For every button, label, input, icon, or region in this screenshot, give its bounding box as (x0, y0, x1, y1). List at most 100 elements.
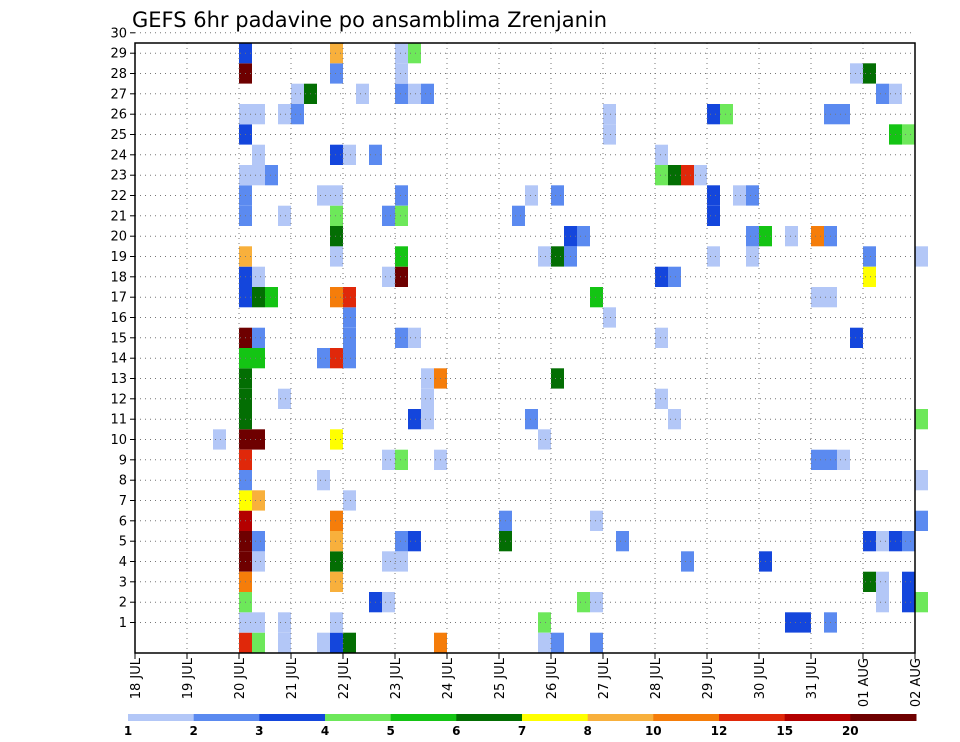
precip-cell (915, 592, 928, 613)
colorbar-label: 12 (711, 724, 728, 738)
precip-cell (538, 632, 551, 653)
precip-cell (330, 571, 343, 592)
y-tick-label: 4 (119, 555, 127, 570)
precip-cell (668, 409, 681, 430)
precip-cell (590, 592, 603, 613)
precip-cell (655, 266, 668, 287)
y-tick-label: 3 (119, 575, 127, 590)
precip-cell (525, 185, 538, 206)
precip-cell (538, 246, 551, 267)
precip-cell (291, 104, 304, 125)
precip-cell (811, 226, 824, 247)
precip-cell (551, 368, 564, 389)
y-tick-label: 28 (110, 67, 127, 82)
precip-cell (395, 266, 408, 287)
precip-cell (330, 632, 343, 653)
colorbar-label: 5 (387, 724, 395, 738)
precip-cell (252, 327, 265, 348)
precip-cell (850, 327, 863, 348)
precip-cell (421, 368, 434, 389)
x-tick-label: 20 JUL (233, 657, 248, 699)
precip-cell (252, 531, 265, 552)
precip-cell (538, 612, 551, 633)
colorbar-swatch (850, 714, 917, 721)
precip-cell (876, 571, 889, 592)
precip-cell (213, 429, 226, 450)
y-tick-label: 12 (110, 392, 127, 407)
precip-cell (798, 612, 811, 633)
x-tick-label: 30 JUL (753, 657, 768, 699)
precip-cell (343, 287, 356, 308)
x-tick-label: 22 JUL (337, 657, 352, 699)
precip-cell (421, 83, 434, 104)
precip-cell (746, 226, 759, 247)
y-tick-label: 27 (110, 87, 127, 102)
precip-cell (590, 632, 603, 653)
precip-cell (876, 83, 889, 104)
precip-cell (252, 165, 265, 186)
precip-cell (278, 632, 291, 653)
precip-cell (408, 43, 421, 64)
precip-cell (707, 185, 720, 206)
precip-cell (603, 124, 616, 145)
precip-cell (317, 470, 330, 491)
precip-cell (655, 165, 668, 186)
precip-cell (577, 592, 590, 613)
precip-cell (811, 287, 824, 308)
precip-cell (395, 43, 408, 64)
precip-cell (525, 409, 538, 430)
precip-cell (915, 470, 928, 491)
precip-cell (512, 205, 525, 226)
colorbar-label: 6 (452, 724, 460, 738)
precip-cell (863, 571, 876, 592)
y-tick-label: 11 (110, 413, 127, 428)
precip-cell (382, 266, 395, 287)
x-tick-label: 25 JUL (493, 657, 508, 699)
colorbar-swatch (587, 714, 654, 721)
precip-cell (330, 246, 343, 267)
x-tick-label: 23 JUL (389, 657, 404, 699)
y-tick-label: 26 (110, 108, 127, 123)
colorbar-label: 8 (584, 724, 592, 738)
colorbar-swatch (456, 714, 523, 721)
precip-cell (278, 388, 291, 409)
x-tick-label: 21 JUL (285, 657, 300, 699)
precip-cell (265, 165, 278, 186)
precip-cell (395, 185, 408, 206)
precip-cell (330, 144, 343, 165)
precip-cell (681, 165, 694, 186)
y-tick-label: 7 (119, 494, 127, 509)
precip-cell (902, 571, 915, 592)
precip-cell (837, 104, 850, 125)
colorbar-label: 20 (842, 724, 859, 738)
precip-cell (421, 388, 434, 409)
precip-cell (278, 205, 291, 226)
precip-cell (343, 327, 356, 348)
precip-cell (330, 226, 343, 247)
precip-cell (746, 246, 759, 267)
precip-cell (291, 83, 304, 104)
precip-cell (551, 632, 564, 653)
x-tick-label: 27 JUL (597, 657, 612, 699)
precip-cell (395, 531, 408, 552)
precip-cell (265, 287, 278, 308)
precip-cell (330, 510, 343, 531)
y-tick-label: 14 (110, 352, 127, 367)
colorbar-label: 1 (124, 724, 132, 738)
precip-cell (252, 551, 265, 572)
precip-cell (655, 388, 668, 409)
precip-cell (616, 531, 629, 552)
precip-cell (590, 287, 603, 308)
ensemble-cells (213, 43, 928, 653)
precip-cell (395, 327, 408, 348)
precip-cell (915, 510, 928, 531)
precip-cell (330, 205, 343, 226)
colorbar-label: 15 (776, 724, 793, 738)
precip-cell (252, 348, 265, 369)
precip-cell (785, 612, 798, 633)
precip-cell (668, 165, 681, 186)
precip-cell (278, 612, 291, 633)
precip-cell (902, 124, 915, 145)
precip-cell (863, 531, 876, 552)
precip-cell (330, 287, 343, 308)
